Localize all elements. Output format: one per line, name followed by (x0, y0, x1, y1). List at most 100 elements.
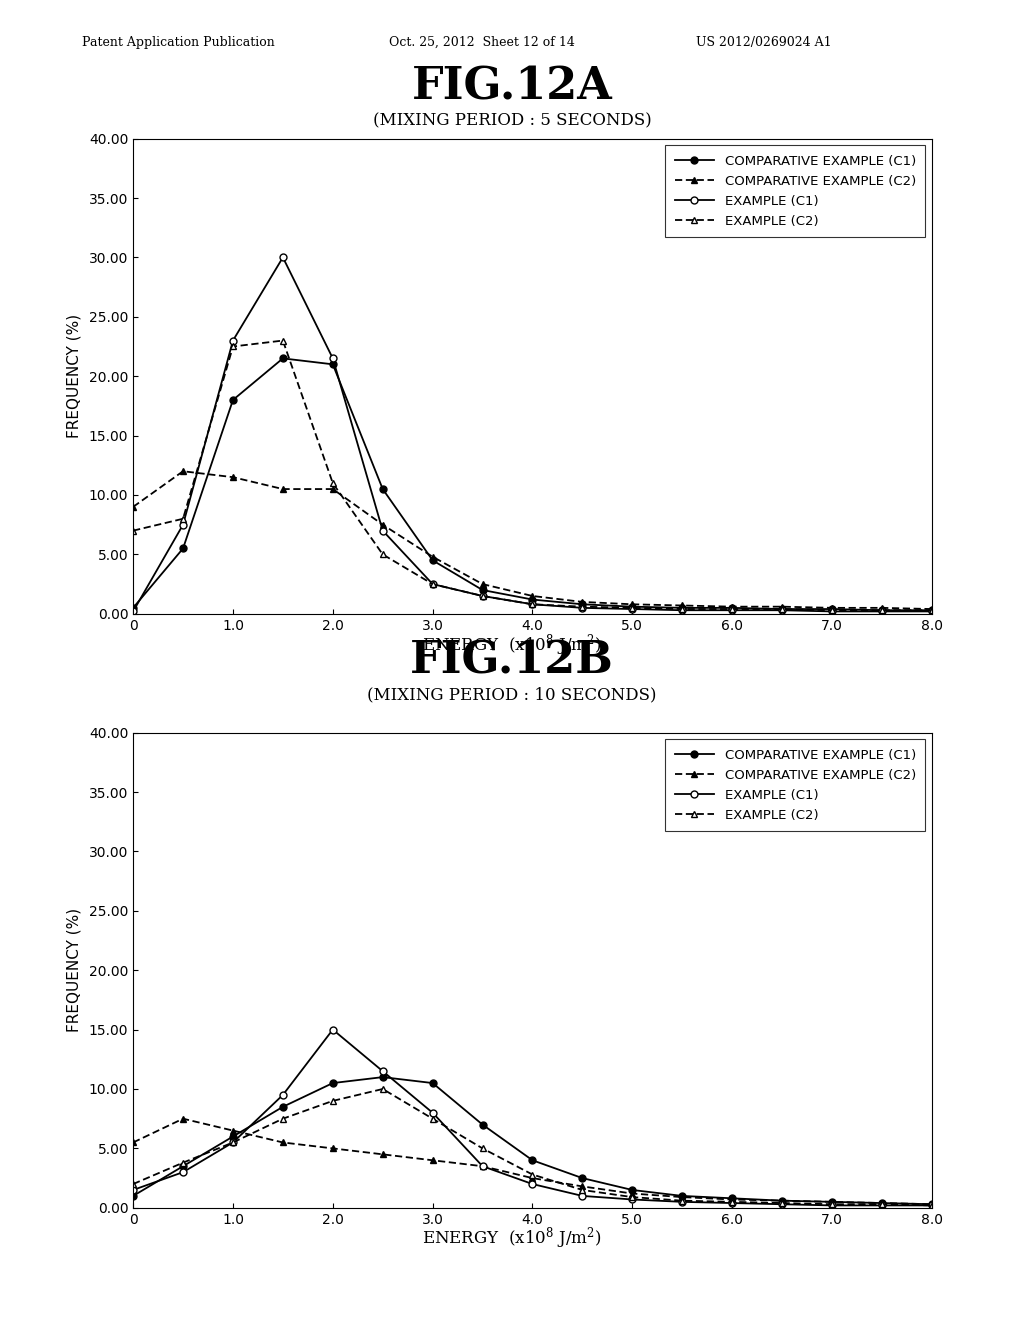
EXAMPLE (C2) (426, 1111, 438, 1127)
COMPARATIVE EXAMPLE (C2) (227, 1122, 240, 1138)
EXAMPLE (C1) (926, 603, 938, 619)
COMPARATIVE EXAMPLE (C1) (776, 1193, 788, 1209)
COMPARATIVE EXAMPLE (C1) (577, 1170, 589, 1185)
EXAMPLE (C2) (776, 1195, 788, 1210)
EXAMPLE (C2) (876, 1196, 888, 1212)
EXAMPLE (C2) (577, 599, 589, 615)
COMPARATIVE EXAMPLE (C2) (776, 1193, 788, 1209)
COMPARATIVE EXAMPLE (C1) (177, 541, 189, 557)
COMPARATIVE EXAMPLE (C2) (476, 1159, 488, 1175)
COMPARATIVE EXAMPLE (C1) (825, 601, 838, 616)
COMPARATIVE EXAMPLE (C1) (876, 1195, 888, 1210)
EXAMPLE (C1) (426, 1105, 438, 1121)
EXAMPLE (C1) (476, 1159, 488, 1175)
Text: ENERGY  ($\mathregular{x10^8}$ J/m$\mathregular{^2}$): ENERGY ($\mathregular{x10^8}$ J/m$\mathr… (422, 1225, 602, 1251)
EXAMPLE (C1) (426, 576, 438, 591)
EXAMPLE (C1) (377, 523, 389, 539)
EXAMPLE (C2) (825, 602, 838, 618)
COMPARATIVE EXAMPLE (C1) (825, 1193, 838, 1209)
Text: ENERGY  ($\mathregular{x10^8}$ J/m$\mathregular{^2}$): ENERGY ($\mathregular{x10^8}$ J/m$\mathr… (422, 632, 602, 659)
Text: FIG.12A: FIG.12A (412, 65, 612, 108)
EXAMPLE (C2) (726, 1193, 738, 1209)
EXAMPLE (C1) (526, 597, 539, 612)
COMPARATIVE EXAMPLE (C1) (127, 599, 139, 615)
COMPARATIVE EXAMPLE (C1) (726, 1191, 738, 1206)
EXAMPLE (C1) (476, 587, 488, 603)
EXAMPLE (C2) (327, 1093, 339, 1109)
COMPARATIVE EXAMPLE (C1) (577, 597, 589, 612)
Line: EXAMPLE (C1): EXAMPLE (C1) (130, 1026, 935, 1209)
Line: COMPARATIVE EXAMPLE (C2): COMPARATIVE EXAMPLE (C2) (130, 467, 935, 612)
COMPARATIVE EXAMPLE (C1) (426, 1074, 438, 1090)
Text: US 2012/0269024 A1: US 2012/0269024 A1 (696, 36, 831, 49)
COMPARATIVE EXAMPLE (C2) (627, 1185, 639, 1201)
COMPARATIVE EXAMPLE (C1) (276, 350, 289, 366)
Y-axis label: FREQUENCY (%): FREQUENCY (%) (67, 314, 82, 438)
Line: EXAMPLE (C2): EXAMPLE (C2) (130, 1085, 935, 1209)
COMPARATIVE EXAMPLE (C1) (776, 601, 788, 616)
EXAMPLE (C2) (776, 601, 788, 616)
EXAMPLE (C1) (676, 602, 688, 618)
EXAMPLE (C2) (726, 601, 738, 616)
COMPARATIVE EXAMPLE (C1) (526, 591, 539, 607)
Y-axis label: FREQUENCY (%): FREQUENCY (%) (67, 908, 82, 1032)
COMPARATIVE EXAMPLE (C1) (377, 480, 389, 496)
Line: COMPARATIVE EXAMPLE (C2): COMPARATIVE EXAMPLE (C2) (130, 1115, 935, 1208)
COMPARATIVE EXAMPLE (C1) (476, 1117, 488, 1133)
COMPARATIVE EXAMPLE (C2) (426, 1152, 438, 1168)
COMPARATIVE EXAMPLE (C2) (327, 480, 339, 496)
COMPARATIVE EXAMPLE (C2) (726, 599, 738, 615)
EXAMPLE (C2) (127, 523, 139, 539)
EXAMPLE (C2) (526, 597, 539, 612)
EXAMPLE (C2) (876, 602, 888, 618)
COMPARATIVE EXAMPLE (C2) (476, 576, 488, 591)
EXAMPLE (C1) (876, 1197, 888, 1213)
COMPARATIVE EXAMPLE (C2) (876, 599, 888, 615)
COMPARATIVE EXAMPLE (C1) (676, 1188, 688, 1204)
COMPARATIVE EXAMPLE (C1) (926, 602, 938, 618)
Line: COMPARATIVE EXAMPLE (C1): COMPARATIVE EXAMPLE (C1) (130, 1073, 935, 1208)
COMPARATIVE EXAMPLE (C1) (726, 599, 738, 615)
COMPARATIVE EXAMPLE (C1) (476, 582, 488, 598)
COMPARATIVE EXAMPLE (C2) (825, 599, 838, 615)
EXAMPLE (C1) (227, 333, 240, 348)
COMPARATIVE EXAMPLE (C2) (577, 594, 589, 610)
COMPARATIVE EXAMPLE (C2) (726, 1192, 738, 1208)
EXAMPLE (C1) (327, 1022, 339, 1038)
COMPARATIVE EXAMPLE (C2) (926, 601, 938, 616)
EXAMPLE (C1) (127, 603, 139, 619)
COMPARATIVE EXAMPLE (C2) (276, 1134, 289, 1150)
EXAMPLE (C2) (127, 1176, 139, 1192)
COMPARATIVE EXAMPLE (C2) (227, 469, 240, 484)
COMPARATIVE EXAMPLE (C2) (526, 1170, 539, 1185)
Legend: COMPARATIVE EXAMPLE (C1), COMPARATIVE EXAMPLE (C2), EXAMPLE (C1), EXAMPLE (C2): COMPARATIVE EXAMPLE (C1), COMPARATIVE EX… (666, 739, 926, 832)
EXAMPLE (C2) (926, 1197, 938, 1213)
EXAMPLE (C1) (327, 350, 339, 366)
Text: FIG.12B: FIG.12B (410, 639, 614, 682)
COMPARATIVE EXAMPLE (C1) (627, 599, 639, 615)
EXAMPLE (C1) (825, 603, 838, 619)
EXAMPLE (C2) (676, 601, 688, 616)
EXAMPLE (C2) (627, 599, 639, 615)
EXAMPLE (C2) (227, 338, 240, 354)
EXAMPLE (C2) (377, 546, 389, 562)
EXAMPLE (C2) (526, 1167, 539, 1183)
EXAMPLE (C1) (726, 1195, 738, 1210)
EXAMPLE (C2) (676, 1193, 688, 1209)
EXAMPLE (C1) (926, 1197, 938, 1213)
EXAMPLE (C1) (726, 602, 738, 618)
COMPARATIVE EXAMPLE (C1) (227, 1129, 240, 1144)
EXAMPLE (C2) (627, 1189, 639, 1205)
EXAMPLE (C1) (825, 1197, 838, 1213)
EXAMPLE (C1) (776, 1196, 788, 1212)
COMPARATIVE EXAMPLE (C1) (377, 1069, 389, 1085)
Legend: COMPARATIVE EXAMPLE (C1), COMPARATIVE EXAMPLE (C2), EXAMPLE (C1), EXAMPLE (C2): COMPARATIVE EXAMPLE (C1), COMPARATIVE EX… (666, 145, 926, 238)
EXAMPLE (C2) (476, 587, 488, 603)
EXAMPLE (C2) (276, 1111, 289, 1127)
EXAMPLE (C1) (577, 599, 589, 615)
COMPARATIVE EXAMPLE (C1) (276, 1098, 289, 1114)
COMPARATIVE EXAMPLE (C1) (127, 1188, 139, 1204)
EXAMPLE (C1) (227, 1134, 240, 1150)
Text: Oct. 25, 2012  Sheet 12 of 14: Oct. 25, 2012 Sheet 12 of 14 (389, 36, 575, 49)
COMPARATIVE EXAMPLE (C2) (876, 1195, 888, 1210)
